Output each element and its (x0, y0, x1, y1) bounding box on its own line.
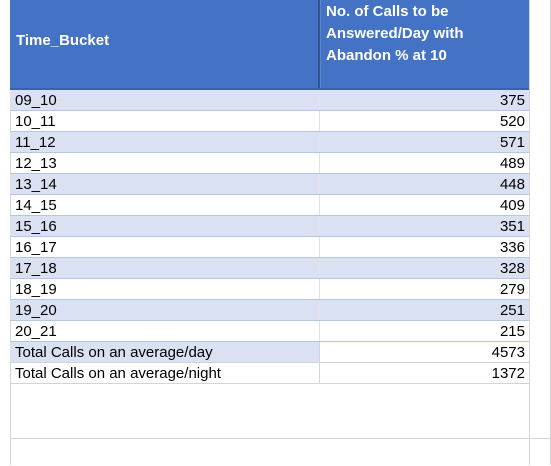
time-bucket-cell[interactable]: 12_13 (15, 155, 57, 172)
table-row[interactable]: 14_15 409 (10, 195, 529, 216)
selection-edge (318, 0, 320, 90)
cell-divider (319, 153, 320, 173)
time-bucket-cell[interactable]: 16_17 (15, 239, 57, 256)
calls-cell[interactable]: 489 (499, 155, 525, 172)
cell-divider (319, 258, 320, 278)
total-label-cell[interactable]: Total Calls on an average/night (15, 365, 221, 382)
calls-cell[interactable]: 336 (499, 239, 525, 256)
header-cell-time-bucket[interactable]: Time_Bucket (10, 0, 319, 88)
cell-divider (319, 132, 320, 152)
time-bucket-cell[interactable]: 10_11 (15, 113, 56, 130)
table-row[interactable]: 13_14 448 (10, 174, 529, 195)
total-row-night[interactable]: Total Calls on an average/night 1372 (10, 363, 529, 384)
cell-divider (319, 363, 320, 383)
table-row[interactable]: 09_10 375 (10, 90, 529, 111)
calls-cell[interactable]: 215 (499, 323, 525, 340)
time-bucket-cell[interactable]: 13_14 (15, 176, 57, 193)
cell-divider (319, 237, 320, 257)
table-row[interactable]: 15_16 351 (10, 216, 529, 237)
cell-divider (319, 342, 320, 362)
table-row[interactable]: 10_11 520 (10, 111, 529, 132)
cell-divider (319, 216, 320, 236)
time-bucket-cell[interactable]: 15_16 (15, 218, 57, 235)
time-bucket-cell[interactable]: 14_15 (15, 197, 57, 214)
total-row-day[interactable]: Total Calls on an average/day 4573 (10, 342, 529, 363)
time-bucket-cell[interactable]: 09_10 (15, 92, 57, 109)
time-bucket-cell[interactable]: 11_12 (15, 134, 56, 151)
time-bucket-cell[interactable]: 18_19 (15, 281, 57, 298)
header-separator (10, 88, 529, 90)
cell-divider (319, 195, 320, 215)
table-row[interactable]: 11_12 571 (10, 132, 529, 153)
calls-cell[interactable]: 409 (499, 197, 525, 214)
table-row[interactable]: 19_20 251 (10, 300, 529, 321)
table-body: 09_10 375 10_11 520 11_12 571 12_13 489 … (10, 90, 529, 384)
calls-cell[interactable]: 328 (499, 260, 525, 277)
calls-cell[interactable]: 571 (499, 134, 525, 151)
table-row[interactable]: 18_19 279 (10, 279, 529, 300)
time-bucket-cell[interactable]: 17_18 (15, 260, 57, 277)
total-label-fill (10, 342, 319, 362)
table-row[interactable]: 17_18 328 (10, 258, 529, 279)
cell-divider (319, 90, 320, 110)
calls-cell[interactable]: 520 (499, 113, 525, 130)
table-row[interactable]: 16_17 336 (10, 237, 529, 258)
total-value-cell[interactable]: 4573 (491, 344, 525, 361)
cell-divider (319, 111, 320, 131)
total-value-cell[interactable]: 1372 (491, 365, 525, 382)
calls-cell[interactable]: 279 (499, 281, 525, 298)
cell-divider (319, 279, 320, 299)
total-label-cell[interactable]: Total Calls on an average/day (15, 344, 213, 361)
calls-cell[interactable]: 351 (499, 218, 525, 235)
calls-cell[interactable]: 448 (499, 176, 525, 193)
time-bucket-cell[interactable]: 19_20 (15, 302, 57, 319)
calls-cell[interactable]: 251 (499, 302, 525, 319)
time-bucket-cell[interactable]: 20_21 (15, 323, 57, 340)
cell-divider (319, 300, 320, 320)
cell-divider (319, 321, 320, 341)
calls-cell[interactable]: 375 (499, 92, 525, 109)
table-row[interactable]: 20_21 215 (10, 321, 529, 342)
column-border (529, 0, 530, 465)
table-row[interactable]: 12_13 489 (10, 153, 529, 174)
header-cell-calls[interactable]: No. of Calls to be Answered/Day with Aba… (320, 0, 529, 88)
cell-divider (319, 174, 320, 194)
empty-row[interactable] (10, 438, 551, 466)
